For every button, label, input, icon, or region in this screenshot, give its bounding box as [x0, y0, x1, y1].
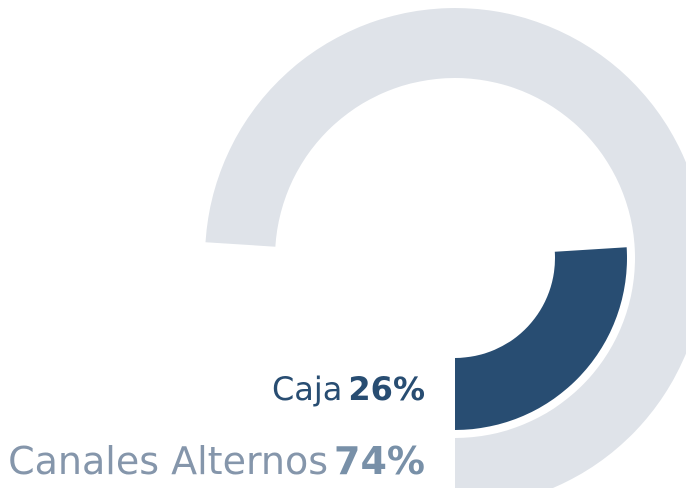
arc-bar [205, 8, 686, 488]
value-label: 74% [334, 439, 425, 483]
legend-label: Caja 26% [272, 370, 425, 408]
series-name: Canales Alternos [8, 439, 328, 483]
series-name: Caja [272, 370, 342, 408]
legend-label: Canales Alternos 74% [8, 439, 425, 483]
arc-bar [455, 247, 627, 430]
value-label: 26% [348, 370, 425, 408]
